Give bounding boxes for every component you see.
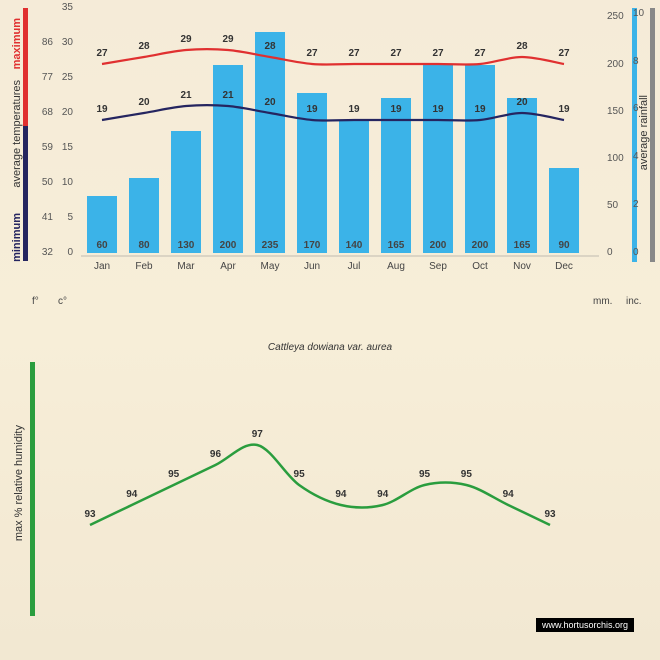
- mm-tick: 200: [607, 59, 624, 70]
- mm-tick: 250: [607, 11, 624, 22]
- unit-mm: mm.: [593, 296, 612, 307]
- c-tick: 30: [62, 37, 73, 48]
- label-avg-temp: average temperatures: [11, 80, 23, 188]
- month-label: Mar: [168, 261, 204, 272]
- f-tick: 68: [42, 107, 53, 118]
- mm-tick: 50: [607, 200, 618, 211]
- c-tick: 10: [62, 177, 73, 188]
- inc-tick: 2: [633, 199, 639, 210]
- unit-c: c°: [58, 296, 67, 307]
- max-temp-value: 29: [171, 34, 201, 45]
- c-tick: 5: [67, 212, 73, 223]
- inc-color-bar: [650, 8, 655, 262]
- species-title: Cattleya dowiana var. aurea: [268, 342, 392, 353]
- humidity-value: 94: [490, 489, 526, 500]
- label-avg-rain: average rainfall: [638, 95, 650, 170]
- c-tick: 25: [62, 72, 73, 83]
- f-tick: 32: [42, 247, 53, 258]
- humidity-chart: 93 94 95 96 97 95 94 94 95 95 94 93: [60, 365, 620, 615]
- min-temp-value: 19: [339, 104, 369, 115]
- c-tick: 0: [67, 247, 73, 258]
- max-temp-value: 27: [339, 48, 369, 59]
- f-tick: 50: [42, 177, 53, 188]
- humidity-value: 95: [407, 469, 443, 480]
- label-humidity: max % relative humidity: [13, 425, 25, 541]
- max-temp-value: 27: [297, 48, 327, 59]
- inc-tick: 10: [633, 8, 644, 19]
- unit-inc: inc.: [626, 296, 642, 307]
- mm-tick: 100: [607, 153, 624, 164]
- inc-tick: 8: [633, 56, 639, 67]
- month-label: Sep: [420, 261, 456, 272]
- min-temp-value: 20: [129, 97, 159, 108]
- humidity-value: 96: [197, 449, 233, 460]
- inc-tick: 4: [633, 151, 639, 162]
- humidity-value: 93: [532, 509, 568, 520]
- month-label: Apr: [210, 261, 246, 272]
- min-temp-value: 19: [549, 104, 579, 115]
- unit-f: f°: [32, 296, 39, 307]
- month-label: Dec: [546, 261, 582, 272]
- month-label: Jun: [294, 261, 330, 272]
- min-color-bar: [23, 126, 28, 261]
- mm-color-bar: [632, 8, 637, 262]
- footer-url: www.hortusorchis.org: [536, 618, 634, 632]
- humidity-value: 93: [72, 509, 108, 520]
- max-temp-value: 27: [87, 48, 117, 59]
- min-temp-value: 21: [213, 90, 243, 101]
- humidity-value: 95: [281, 469, 317, 480]
- max-temp-value: 28: [507, 41, 537, 52]
- max-temp-value: 27: [381, 48, 411, 59]
- f-tick: 86: [42, 37, 53, 48]
- min-temp-value: 19: [87, 104, 117, 115]
- humidity-value: 95: [448, 469, 484, 480]
- inc-tick: 0: [633, 247, 639, 258]
- c-tick: 20: [62, 107, 73, 118]
- month-label: Jan: [84, 261, 120, 272]
- label-maximum: maximum: [11, 18, 23, 69]
- max-temp-value: 29: [213, 34, 243, 45]
- humidity-color-bar: [30, 362, 35, 616]
- min-temp-value: 19: [465, 104, 495, 115]
- min-temp-value: 20: [507, 97, 537, 108]
- mm-tick: 0: [607, 247, 613, 258]
- month-label: Aug: [378, 261, 414, 272]
- f-tick: 77: [42, 72, 53, 83]
- mm-tick: 150: [607, 106, 624, 117]
- month-label: May: [252, 261, 288, 272]
- max-temp-value: 28: [129, 41, 159, 52]
- humidity-value: 94: [323, 489, 359, 500]
- inc-tick: 6: [633, 103, 639, 114]
- month-label: Nov: [504, 261, 540, 272]
- min-temp-value: 20: [255, 97, 285, 108]
- label-minimum: minimum: [11, 213, 23, 262]
- humidity-value: 94: [365, 489, 401, 500]
- c-tick: 15: [62, 142, 73, 153]
- month-label: Oct: [462, 261, 498, 272]
- min-temp-value: 21: [171, 90, 201, 101]
- max-color-bar: [23, 8, 28, 126]
- f-tick: 41: [42, 212, 53, 223]
- humidity-value: 94: [114, 489, 150, 500]
- max-temp-value: 28: [255, 41, 285, 52]
- max-temp-value: 27: [465, 48, 495, 59]
- min-temp-value: 19: [423, 104, 453, 115]
- f-tick: 59: [42, 142, 53, 153]
- humidity-value: 95: [156, 469, 192, 480]
- month-label: Jul: [336, 261, 372, 272]
- max-temp-value: 27: [549, 48, 579, 59]
- max-temp-value: 27: [423, 48, 453, 59]
- min-temp-value: 19: [297, 104, 327, 115]
- c-tick: 35: [62, 2, 73, 13]
- humidity-value: 97: [239, 429, 275, 440]
- month-label: Feb: [126, 261, 162, 272]
- min-temp-value: 19: [381, 104, 411, 115]
- climate-chart: 608013020023517014016520020016590 051015…: [75, 8, 605, 268]
